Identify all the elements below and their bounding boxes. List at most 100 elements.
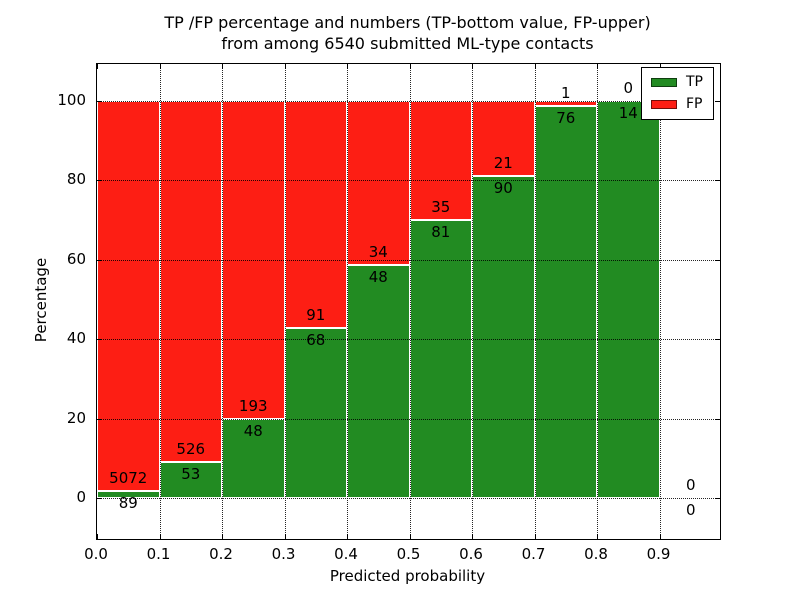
gridline-x-0.5 xyxy=(409,64,411,539)
x-tick-label-0.7: 0.7 xyxy=(521,545,546,563)
gridline-y-80 xyxy=(97,180,720,181)
x-tick-label-0.5: 0.5 xyxy=(396,545,421,563)
legend-label-fp: FP xyxy=(686,96,703,112)
x-tick-top xyxy=(472,64,473,69)
x-tick-label-0.4: 0.4 xyxy=(334,545,358,563)
x-tick-bottom xyxy=(597,534,598,539)
gridline-y-20 xyxy=(97,418,720,420)
legend-swatch-tp-icon xyxy=(651,78,677,87)
x-tick-label-0.0: 0.0 xyxy=(84,545,108,563)
x-tick-label-0.6: 0.6 xyxy=(459,545,483,563)
bar-segment-tp-0.4 xyxy=(347,265,410,498)
chart-title-line2: from among 6540 submitted ML-type contac… xyxy=(221,34,594,53)
bar-segment-fp-0.4 xyxy=(347,100,410,266)
y-tick-left xyxy=(97,100,102,102)
bar-label-tp-0.2: 48 xyxy=(243,421,263,440)
bar-segment-tp-0.1 xyxy=(159,461,222,498)
y-tick-label-100: 100 xyxy=(57,90,86,109)
bar-segment-fp-0.0 xyxy=(97,100,160,492)
y-tick-label-20: 20 xyxy=(66,408,86,427)
y-tick-left xyxy=(97,498,102,499)
gridline-x-0.9 xyxy=(659,64,661,539)
bar-label-tp-0.0: 89 xyxy=(118,494,138,513)
bar-label-fp-0.6: 21 xyxy=(493,153,513,172)
y-tick-right xyxy=(715,259,720,261)
bar-segment-fp-0.3 xyxy=(284,100,347,328)
x-tick-top xyxy=(284,64,286,69)
bar-segment-tp-0.0 xyxy=(97,491,160,498)
bar-label-tp-0.4: 48 xyxy=(368,268,388,287)
bar-label-fp-0.0: 5072 xyxy=(109,469,148,488)
bar-label-fp-0.1: 526 xyxy=(176,439,206,458)
y-tick-right xyxy=(715,498,720,499)
bar-label-tp-0.1: 53 xyxy=(181,464,201,483)
y-tick-right xyxy=(715,100,720,102)
y-tick-label-40: 40 xyxy=(66,329,86,347)
legend-item-fp: FP xyxy=(651,97,703,112)
gridline-y-100 xyxy=(97,100,720,102)
bar-segment-tp-0.3 xyxy=(284,328,347,498)
y-tick-label-60: 60 xyxy=(66,249,86,268)
bar-label-tp-0.3: 68 xyxy=(306,331,326,349)
gridline-x-0.6 xyxy=(472,64,473,539)
x-tick-label-0.8: 0.8 xyxy=(584,545,608,563)
bar-label-tp-0.7: 76 xyxy=(556,108,576,127)
x-tick-label-0.9: 0.9 xyxy=(646,545,671,563)
legend: TP FP xyxy=(641,67,714,120)
gridline-x-0.4 xyxy=(347,64,348,539)
y-tick-right xyxy=(715,339,720,340)
x-tick-bottom xyxy=(409,534,411,539)
y-tick-right xyxy=(715,418,720,420)
y-tick-label-80: 80 xyxy=(66,170,86,188)
x-tick-top xyxy=(97,64,98,69)
bar-segment-fp-0.1 xyxy=(159,100,222,462)
bar-label-tp-0.6: 90 xyxy=(493,178,513,197)
y-tick-left xyxy=(97,180,102,181)
x-tick-top xyxy=(534,64,536,69)
y-tick-right xyxy=(715,180,720,181)
x-tick-bottom xyxy=(222,534,223,539)
bar-segment-tp-0.6 xyxy=(472,175,535,498)
legend-swatch-fp-icon xyxy=(651,100,677,109)
legend-item-tp: TP xyxy=(651,75,703,90)
bar-label-tp-0.9: 0 xyxy=(685,501,696,519)
chart-title: TP /FP percentage and numbers (TP-bottom… xyxy=(96,12,719,54)
chart-title-line1: TP /FP percentage and numbers (TP-bottom… xyxy=(164,13,651,32)
x-tick-bottom xyxy=(284,534,286,539)
gridline-x-0.7 xyxy=(534,64,536,539)
y-tick-label-0: 0 xyxy=(76,488,86,506)
bar-label-fp-0.5: 35 xyxy=(431,198,451,217)
x-tick-top xyxy=(159,64,161,69)
x-tick-bottom xyxy=(97,534,98,539)
bar-segment-tp-0.7 xyxy=(534,105,597,498)
x-tick-label-0.2: 0.2 xyxy=(209,545,233,563)
y-tick-left xyxy=(97,259,102,261)
legend-label-tp: TP xyxy=(686,74,703,90)
x-tick-label-0.1: 0.1 xyxy=(146,545,171,563)
bar-label-fp-0.7: 1 xyxy=(560,83,571,102)
gridline-x-0.2 xyxy=(222,64,223,539)
bar-label-tp-0.5: 81 xyxy=(431,223,451,242)
gridline-y-40 xyxy=(97,339,720,340)
bar-label-fp-0.9: 0 xyxy=(685,476,696,494)
y-tick-left xyxy=(97,339,102,340)
gridline-x-0.1 xyxy=(159,64,161,539)
gridline-x-0.8 xyxy=(597,64,598,539)
gridline-x-0.3 xyxy=(284,64,286,539)
x-tick-top xyxy=(347,64,348,69)
x-tick-top xyxy=(409,64,411,69)
x-tick-top xyxy=(597,64,598,69)
bar-segment-tp-0.8 xyxy=(597,100,660,498)
bar-label-fp-0.4: 34 xyxy=(368,243,388,262)
bar-label-fp-0.2: 193 xyxy=(238,396,268,415)
x-tick-top xyxy=(222,64,223,69)
bar-segment-tp-0.5 xyxy=(409,220,472,498)
x-tick-bottom xyxy=(472,534,473,539)
y-tick-left xyxy=(97,418,102,420)
gridline-y-0 xyxy=(97,498,720,499)
bar-segment-fp-0.5 xyxy=(409,100,472,221)
gridline-y-60 xyxy=(97,259,720,261)
x-tick-bottom xyxy=(534,534,536,539)
x-tick-label-0.3: 0.3 xyxy=(271,545,296,563)
